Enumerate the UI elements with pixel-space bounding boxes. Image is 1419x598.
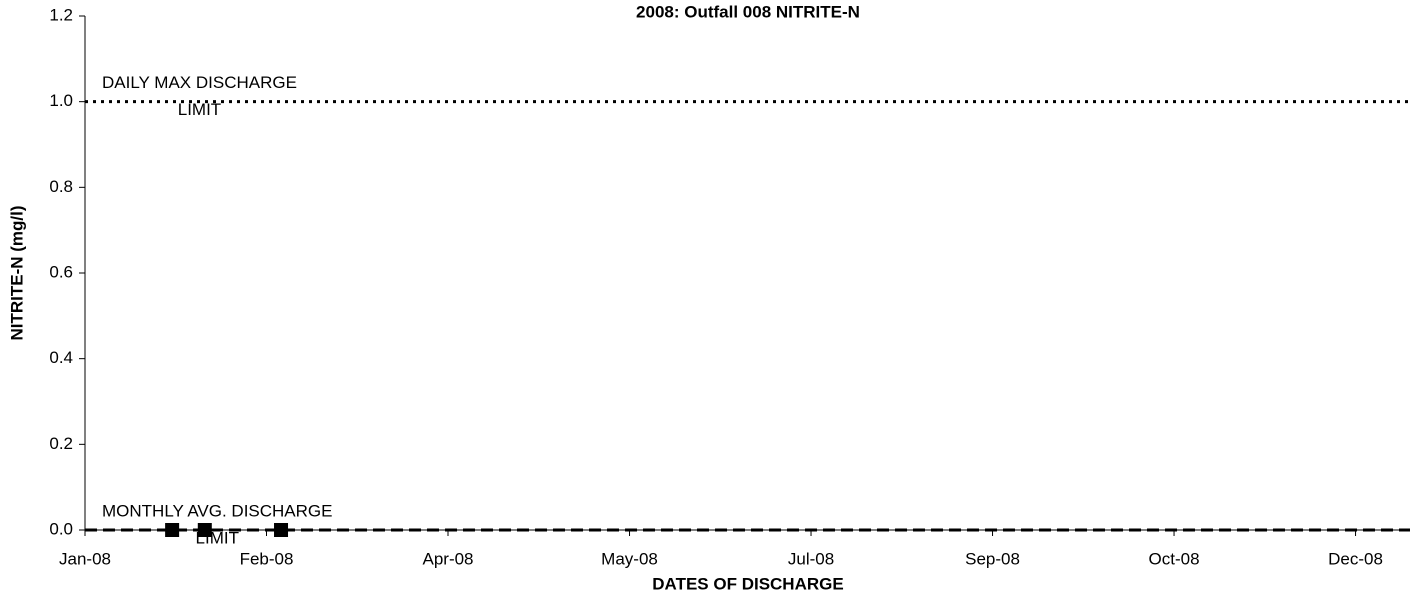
- x-tick-label: Jan-08: [59, 549, 111, 568]
- limit-label: DAILY MAX DISCHARGE: [102, 73, 297, 92]
- data-point: [197, 523, 212, 537]
- limit-label: LIMIT: [178, 100, 221, 119]
- data-point: [274, 523, 289, 537]
- x-tick-label: Feb-08: [240, 549, 294, 568]
- limit-label: MONTHLY AVG. DISCHARGE: [102, 501, 333, 520]
- y-tick-label: 0.2: [49, 434, 73, 453]
- y-tick-label: 0.4: [49, 348, 73, 367]
- x-tick-label: Sep-08: [965, 549, 1020, 568]
- x-tick-label: Jul-08: [788, 549, 834, 568]
- x-tick-label: Oct-08: [1149, 549, 1200, 568]
- y-tick-label: 1.0: [49, 91, 73, 110]
- x-tick-label: Dec-08: [1328, 549, 1383, 568]
- x-tick-label: May-08: [601, 549, 658, 568]
- y-tick-label: 0.0: [49, 519, 73, 538]
- x-axis-label: DATES OF DISCHARGE: [652, 574, 843, 593]
- data-point: [165, 523, 180, 537]
- y-tick-label: 1.2: [49, 5, 73, 24]
- y-tick-label: 0.6: [49, 262, 73, 281]
- chart-title: 2008: Outfall 008 NITRITE-N: [636, 2, 860, 21]
- y-axis-label: NITRITE-N (mg/l): [7, 205, 26, 340]
- x-tick-label: Apr-08: [422, 549, 473, 568]
- y-tick-label: 0.8: [49, 177, 73, 196]
